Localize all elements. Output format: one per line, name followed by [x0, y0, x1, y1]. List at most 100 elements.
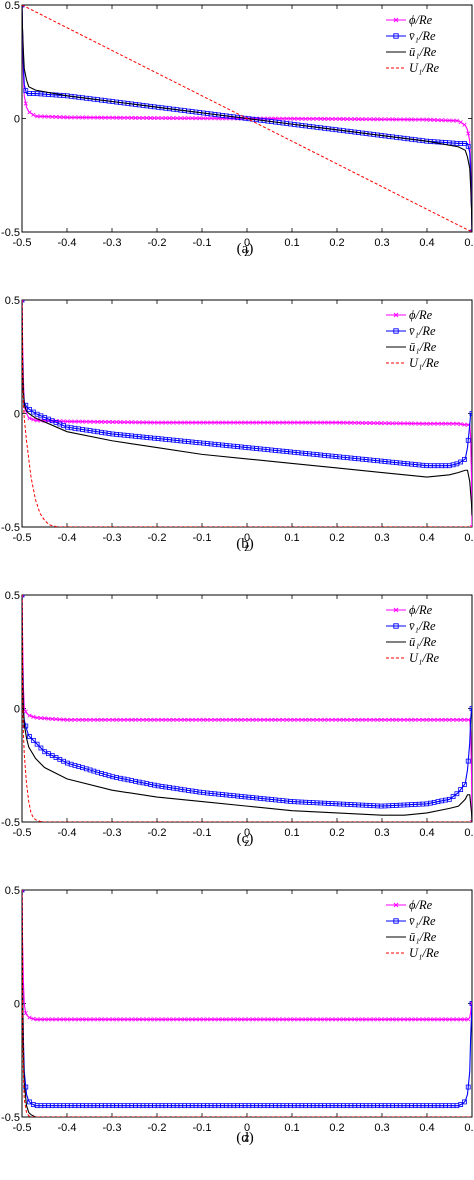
data-point: [178, 717, 183, 722]
data-point: [261, 420, 267, 425]
data-point: [367, 117, 372, 122]
data-point: [273, 1017, 278, 1022]
data-point: [409, 421, 414, 426]
data-point: [364, 717, 369, 722]
data-point: [224, 420, 229, 425]
data-point: [303, 420, 308, 425]
data-point: [447, 1017, 452, 1022]
data-point: [22, 300, 25, 303]
data-point: [220, 420, 225, 425]
data-point: [80, 419, 85, 424]
data-point: [144, 717, 149, 722]
x-tick-label: -0.2: [148, 237, 167, 249]
data-point: [163, 116, 168, 121]
legend-box: [384, 9, 470, 79]
data-point: [106, 419, 112, 425]
x-tick-label: 0.2: [329, 237, 344, 249]
legend-label-phi: ϕ/Re: [409, 308, 433, 322]
data-point: [424, 421, 429, 426]
data-point: [451, 717, 456, 722]
data-point: [254, 420, 259, 425]
data-point: [87, 1017, 93, 1022]
data-point: [277, 420, 282, 425]
x-tick-label: 0.2: [329, 1122, 344, 1134]
data-point: [231, 717, 236, 722]
legend-marker: [393, 607, 399, 613]
data-point: [428, 1017, 433, 1022]
data-point: [451, 118, 456, 123]
data-point: [284, 1017, 289, 1022]
data-point: [375, 117, 380, 122]
data-point: [137, 115, 142, 120]
data-point: [178, 116, 183, 121]
data-point: [159, 420, 164, 425]
data-point: [466, 717, 471, 722]
data-point: [125, 420, 130, 425]
x-tick-label: -0.1: [193, 827, 212, 839]
data-point: [424, 1017, 429, 1022]
data-point: [216, 420, 221, 425]
data-point: [239, 1017, 244, 1022]
data-point: [23, 709, 28, 714]
data-point: [35, 114, 40, 119]
x-axis-label: z: [244, 540, 250, 554]
chart-panel-d: -0.5 -0.4 -0.3 -0.2 -0.1 0 0.1 0.2 0.3 0.4 0.5 -0.5…: [1, 885, 474, 1146]
data-point: [311, 1017, 316, 1022]
data-point: [27, 407, 32, 412]
data-point: [469, 1001, 472, 1006]
data-point: [428, 717, 433, 722]
legend: ϕ/Re v̄₁/Re ū₁/Re U₁/Re: [384, 894, 470, 964]
x-tick-label: -0.4: [58, 237, 77, 249]
data-point: [318, 717, 323, 722]
data-point: [292, 717, 297, 722]
data-point: [23, 88, 29, 94]
legend-marker: [393, 328, 399, 334]
data-point: [352, 420, 357, 425]
data-point: [38, 1017, 43, 1022]
data-point: [53, 114, 59, 120]
data-point: [428, 117, 433, 122]
x-axis-label: z: [244, 835, 250, 849]
data-point: [386, 717, 391, 722]
data-point: [450, 794, 456, 799]
legend-marker: [393, 902, 399, 908]
data-point: [364, 1017, 369, 1022]
data-point: [224, 717, 229, 722]
data-point: [413, 421, 418, 426]
data-point: [235, 1017, 240, 1022]
data-point: [416, 717, 422, 722]
data-point: [57, 115, 62, 120]
data-point: [133, 1017, 138, 1022]
legend-label-phi: ϕ/Re: [409, 898, 433, 912]
data-point: [386, 421, 391, 426]
data-point: [95, 717, 100, 722]
data-point: [205, 116, 210, 121]
series-line-U1: [22, 595, 472, 822]
data-point: [462, 122, 467, 127]
data-point: [356, 117, 361, 122]
plot-area: [22, 300, 472, 527]
data-point: [182, 420, 187, 425]
data-point: [110, 419, 115, 425]
legend-label-u1: ū₁/Re: [409, 340, 437, 354]
x-tick-label: 0: [244, 532, 250, 544]
data-point: [454, 791, 460, 797]
data-point: [27, 1015, 32, 1020]
data-point: [65, 419, 70, 424]
data-point: [469, 229, 472, 232]
data-point: [197, 420, 202, 425]
x-tick-label: 0.2: [329, 532, 344, 544]
data-point: [42, 1017, 47, 1022]
series-line-u1: [22, 890, 472, 1117]
data-point: [458, 120, 463, 125]
data-point: [137, 717, 142, 722]
data-point: [432, 1017, 437, 1022]
y-tick-label: 0: [14, 999, 20, 1011]
data-point: [314, 1017, 320, 1022]
data-point: [314, 717, 320, 722]
legend-marker: [393, 33, 399, 39]
data-point: [390, 421, 395, 426]
data-point: [72, 115, 78, 120]
data-point: [295, 717, 301, 722]
x-tick-label: -0.3: [103, 827, 122, 839]
